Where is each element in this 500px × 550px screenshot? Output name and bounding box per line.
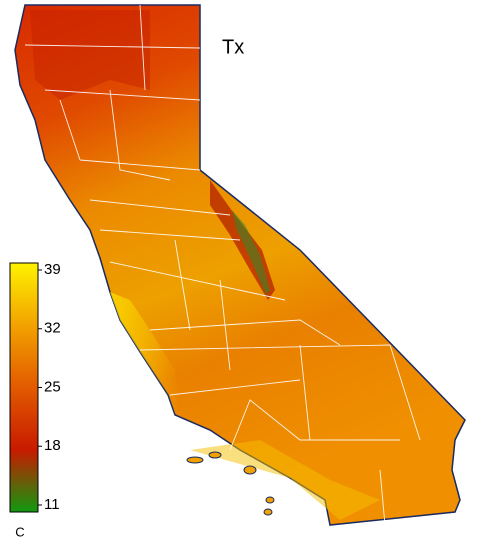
colorbar — [9, 262, 39, 513]
colorbar-tick-label: 11 — [44, 496, 60, 513]
colorbar-tick-label: 32 — [44, 320, 61, 337]
colorbar-unit: C — [15, 524, 24, 539]
colorbar-tick-label: 18 — [44, 437, 61, 454]
colorbar-tick-label: 39 — [44, 261, 61, 278]
islands — [186, 451, 275, 516]
colorbar-ticks: 39 32 25 18 11 — [38, 261, 61, 513]
state-shape — [14, 4, 466, 526]
map-title: Tx — [222, 36, 244, 58]
colorbar-tick-label: 25 — [44, 378, 61, 395]
county-lines — [24, 4, 421, 526]
